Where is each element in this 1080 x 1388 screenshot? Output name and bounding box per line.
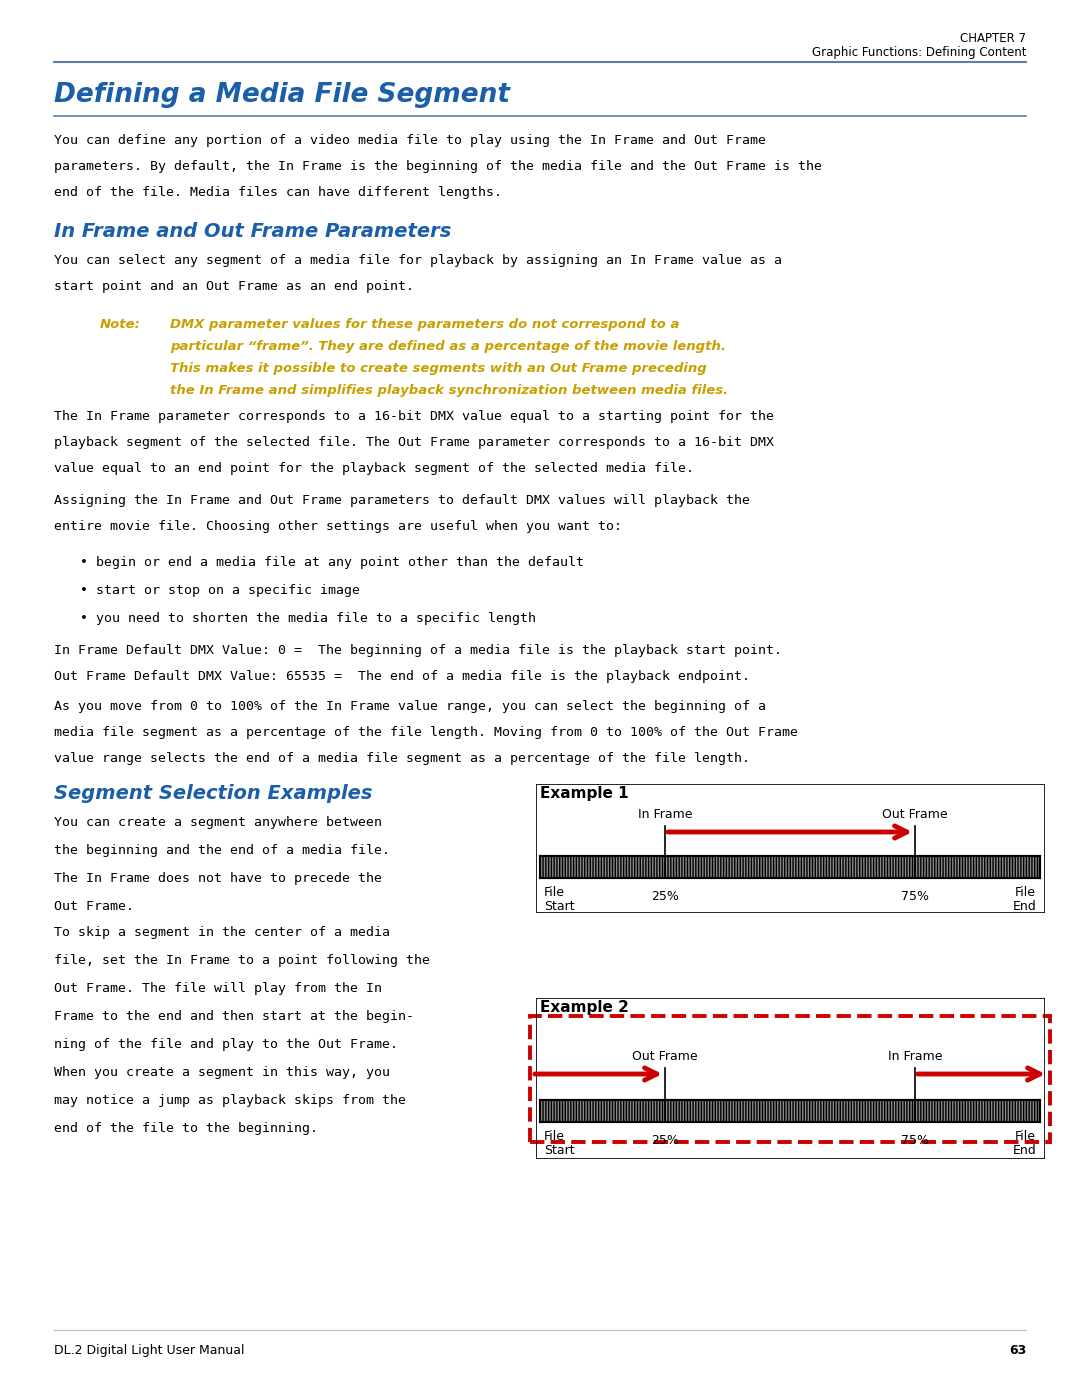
Text: In Frame: In Frame [888,1049,942,1063]
Text: You can create a segment anywhere between: You can create a segment anywhere betwee… [54,816,382,829]
Text: entire movie file. Choosing other settings are useful when you want to:: entire movie file. Choosing other settin… [54,520,622,533]
Text: File: File [1015,886,1036,899]
Text: When you create a segment in this way, you: When you create a segment in this way, y… [54,1066,390,1078]
Text: •: • [80,557,87,569]
Text: value equal to an end point for the playback segment of the selected media file.: value equal to an end point for the play… [54,462,694,475]
Text: 75%: 75% [901,1134,929,1146]
Text: 25%: 25% [651,1134,679,1146]
Text: Note:: Note: [100,318,140,330]
Text: end of the file. Media files can have different lengths.: end of the file. Media files can have di… [54,186,502,198]
Text: Assigning the In Frame and Out Frame parameters to default DMX values will playb: Assigning the In Frame and Out Frame par… [54,494,750,507]
Text: •: • [80,612,87,625]
Text: In Frame and Out Frame Parameters: In Frame and Out Frame Parameters [54,222,451,242]
Bar [540,1101,1040,1122]
Text: may notice a jump as playback skips from the: may notice a jump as playback skips from… [54,1094,406,1108]
Text: You can define any portion of a video media file to play using the In Frame and : You can define any portion of a video me… [54,135,766,147]
Text: start or stop on a specific image: start or stop on a specific image [96,584,360,597]
Text: the In Frame and simplifies playback synchronization between media files.: the In Frame and simplifies playback syn… [170,384,728,397]
Bar [540,856,1040,879]
Text: end of the file to the beginning.: end of the file to the beginning. [54,1122,318,1135]
Text: In Frame: In Frame [638,808,692,820]
Text: Out Frame.: Out Frame. [54,899,134,913]
Text: 75%: 75% [901,890,929,904]
Text: This makes it possible to create segments with an Out Frame preceding: This makes it possible to create segment… [170,362,706,375]
Text: particular “frame”. They are defined as a percentage of the movie length.: particular “frame”. They are defined as … [170,340,726,353]
Text: Out Frame. The file will play from the In: Out Frame. The file will play from the I… [54,981,382,995]
Text: Out Frame: Out Frame [882,808,948,820]
Text: value range selects the end of a media file segment as a percentage of the file : value range selects the end of a media f… [54,752,750,765]
Text: 63: 63 [1009,1344,1026,1357]
Text: Segment Selection Examples: Segment Selection Examples [54,784,373,804]
Text: Frame to the end and then start at the begin-: Frame to the end and then start at the b… [54,1010,414,1023]
Text: the beginning and the end of a media file.: the beginning and the end of a media fil… [54,844,390,856]
Text: End: End [1012,1144,1036,1158]
Text: ning of the file and play to the Out Frame.: ning of the file and play to the Out Fra… [54,1038,399,1051]
Text: media file segment as a percentage of the file length. Moving from 0 to 100% of : media file segment as a percentage of th… [54,726,798,738]
Text: In Frame Default DMX Value: 0 =  The beginning of a media file is the playback s: In Frame Default DMX Value: 0 = The begi… [54,644,782,657]
Text: you need to shorten the media file to a specific length: you need to shorten the media file to a … [96,612,536,625]
Text: File: File [544,886,565,899]
Text: parameters. By default, the In Frame is the beginning of the media file and the : parameters. By default, the In Frame is … [54,160,822,174]
Text: file, set the In Frame to a point following the: file, set the In Frame to a point follow… [54,954,430,967]
Text: Out Frame Default DMX Value: 65535 =  The end of a media file is the playback en: Out Frame Default DMX Value: 65535 = The… [54,670,750,683]
Text: The In Frame parameter corresponds to a 16-bit DMX value equal to a starting poi: The In Frame parameter corresponds to a … [54,409,774,423]
Text: End: End [1012,899,1036,913]
Text: Start: Start [544,899,575,913]
Text: Out Frame: Out Frame [632,1049,698,1063]
Text: begin or end a media file at any point other than the default: begin or end a media file at any point o… [96,557,584,569]
Text: DL.2 Digital Light User Manual: DL.2 Digital Light User Manual [54,1344,244,1357]
Text: playback segment of the selected file. The Out Frame parameter corresponds to a : playback segment of the selected file. T… [54,436,774,448]
Text: You can select any segment of a media file for playback by assigning an In Frame: You can select any segment of a media fi… [54,254,782,266]
Text: Graphic Functions: Defining Content: Graphic Functions: Defining Content [811,46,1026,60]
Text: To skip a segment in the center of a media: To skip a segment in the center of a med… [54,926,390,940]
Bar [530,1016,1050,1142]
Text: Defining a Media File Segment: Defining a Media File Segment [54,82,510,108]
Text: Example 1: Example 1 [540,786,629,801]
Text: •: • [80,584,87,597]
Text: CHAPTER 7: CHAPTER 7 [960,32,1026,44]
Text: As you move from 0 to 100% of the In Frame value range, you can select the begin: As you move from 0 to 100% of the In Fra… [54,700,766,713]
Text: DMX parameter values for these parameters do not correspond to a: DMX parameter values for these parameter… [170,318,679,330]
Text: File: File [1015,1130,1036,1142]
Text: File: File [544,1130,565,1142]
Text: start point and an Out Frame as an end point.: start point and an Out Frame as an end p… [54,280,414,293]
Text: Start: Start [544,1144,575,1158]
Text: 25%: 25% [651,890,679,904]
Text: The In Frame does not have to precede the: The In Frame does not have to precede th… [54,872,382,886]
Text: Example 2: Example 2 [540,999,629,1015]
